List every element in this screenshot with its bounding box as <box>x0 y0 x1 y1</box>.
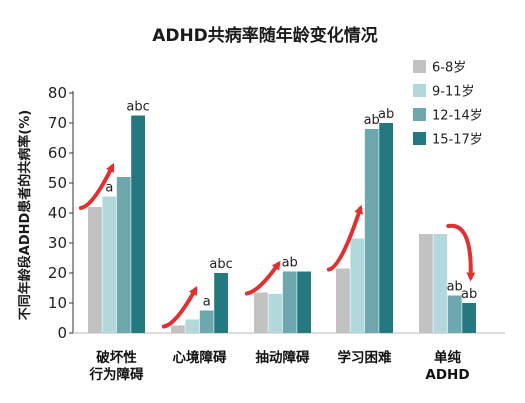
significance-label: abc <box>126 100 149 115</box>
bar <box>102 196 117 333</box>
y-tick-label: 50 <box>48 174 67 192</box>
y-tick-label: 20 <box>48 264 67 282</box>
x-category-label: 心境障碍 <box>173 349 227 366</box>
trend-arrow <box>326 204 364 272</box>
y-tick-label: 10 <box>48 294 67 312</box>
significance-label: ab <box>282 256 298 271</box>
bar <box>379 123 393 333</box>
bar <box>447 295 462 333</box>
bar <box>254 292 268 333</box>
legend-label: 6-8岁 <box>432 61 466 76</box>
legend-swatch <box>413 60 426 73</box>
trend-arrow <box>244 260 281 296</box>
legend-label: 9-11岁 <box>432 85 475 100</box>
y-tick-label: 60 <box>48 144 67 162</box>
legend-label: 12-14岁 <box>432 109 483 124</box>
x-category-label: 行为障碍 <box>89 366 144 383</box>
legend-swatch <box>413 84 426 97</box>
significance-label: ab <box>461 287 477 302</box>
significance-label: a <box>203 295 211 310</box>
bar <box>131 115 145 333</box>
bar <box>88 207 102 333</box>
significance-label: ab <box>364 113 380 128</box>
x-category-label: 单纯 <box>434 349 461 366</box>
bar <box>297 271 311 333</box>
y-tick-label: 30 <box>48 234 67 252</box>
bar <box>214 273 228 333</box>
bar <box>336 268 350 333</box>
bar <box>282 271 297 333</box>
x-category-label: ADHD <box>425 367 469 383</box>
chart-title: ADHD共病率随年龄变化情况 <box>152 25 378 46</box>
bar <box>171 325 185 333</box>
bar <box>433 234 448 333</box>
x-category-label: 破坏性 <box>96 349 137 366</box>
y-tick-label: 80 <box>48 84 67 102</box>
bar <box>268 294 283 333</box>
legend-swatch <box>413 132 426 145</box>
bar <box>199 310 214 333</box>
significance-label: ab <box>378 107 394 122</box>
x-category-label: 学习困难 <box>338 349 392 366</box>
y-tick-label: 40 <box>48 204 67 222</box>
bar <box>185 319 200 333</box>
legend: 6-8岁 9-11岁 12-14岁 15-17岁 <box>413 60 483 148</box>
trend-arrow <box>78 162 115 210</box>
y-tick-label: 70 <box>48 114 67 132</box>
trend-arrow <box>161 286 198 329</box>
x-category-label: 抽动障碍 <box>256 349 310 366</box>
bar <box>364 129 379 333</box>
significance-label: ab <box>447 280 463 295</box>
trend-arrow <box>446 223 476 282</box>
y-axis-label: 不同年龄段ADHD患者的共病率(%) <box>17 110 33 320</box>
bar <box>462 303 476 333</box>
legend-label: 15-17岁 <box>432 133 483 148</box>
significance-label: abc <box>209 257 232 272</box>
bar <box>350 238 365 333</box>
significance-label: a <box>105 181 113 196</box>
bar <box>116 177 131 333</box>
y-tick-label: 0 <box>57 324 67 342</box>
bar <box>419 234 433 333</box>
legend-swatch <box>413 108 426 121</box>
